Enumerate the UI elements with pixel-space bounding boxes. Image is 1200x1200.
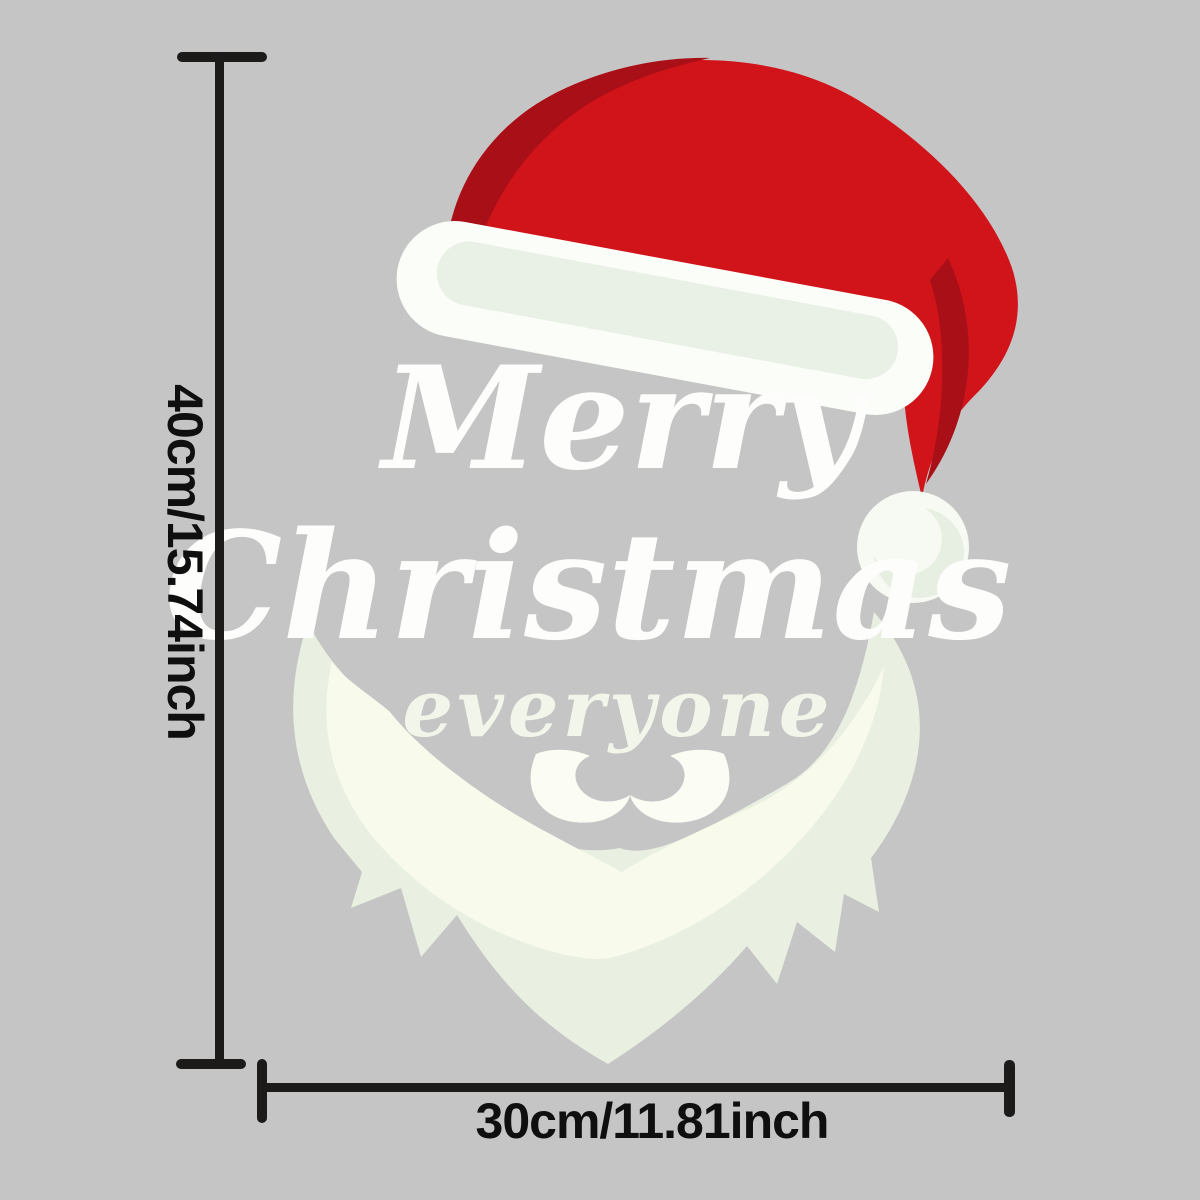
width-dimension-right-cap [1004, 1060, 1015, 1117]
height-dimension-line [215, 52, 224, 1069]
beard-back-layer [293, 612, 920, 1064]
decal-text-everyone: everyone [402, 661, 834, 755]
santa-hat-icon [396, 57, 1018, 603]
width-dimension-left-cap [257, 1059, 267, 1123]
pompom-icon [857, 491, 969, 603]
height-dimension-label: 40cm/15.74inch [157, 384, 213, 740]
hat-left-shadow [445, 57, 710, 300]
pompom-core [870, 503, 942, 575]
hat-fold-shadow [926, 258, 969, 484]
mustache-left [530, 749, 630, 823]
decal-text-merry: Merry [382, 336, 862, 502]
hat-brim-inner [436, 241, 899, 380]
width-dimension-line [262, 1083, 1010, 1092]
mustache-icon [530, 749, 730, 823]
height-dimension-bottom-cap [176, 1059, 246, 1069]
mustache-right [630, 749, 730, 823]
decal-text-christmas: Christmas [164, 499, 1012, 673]
beard-front-layer [326, 662, 884, 959]
santa-beard-icon [293, 612, 920, 1064]
hat-brim [396, 221, 934, 415]
width-dimension-label: 30cm/11.81inch [475, 1093, 830, 1149]
